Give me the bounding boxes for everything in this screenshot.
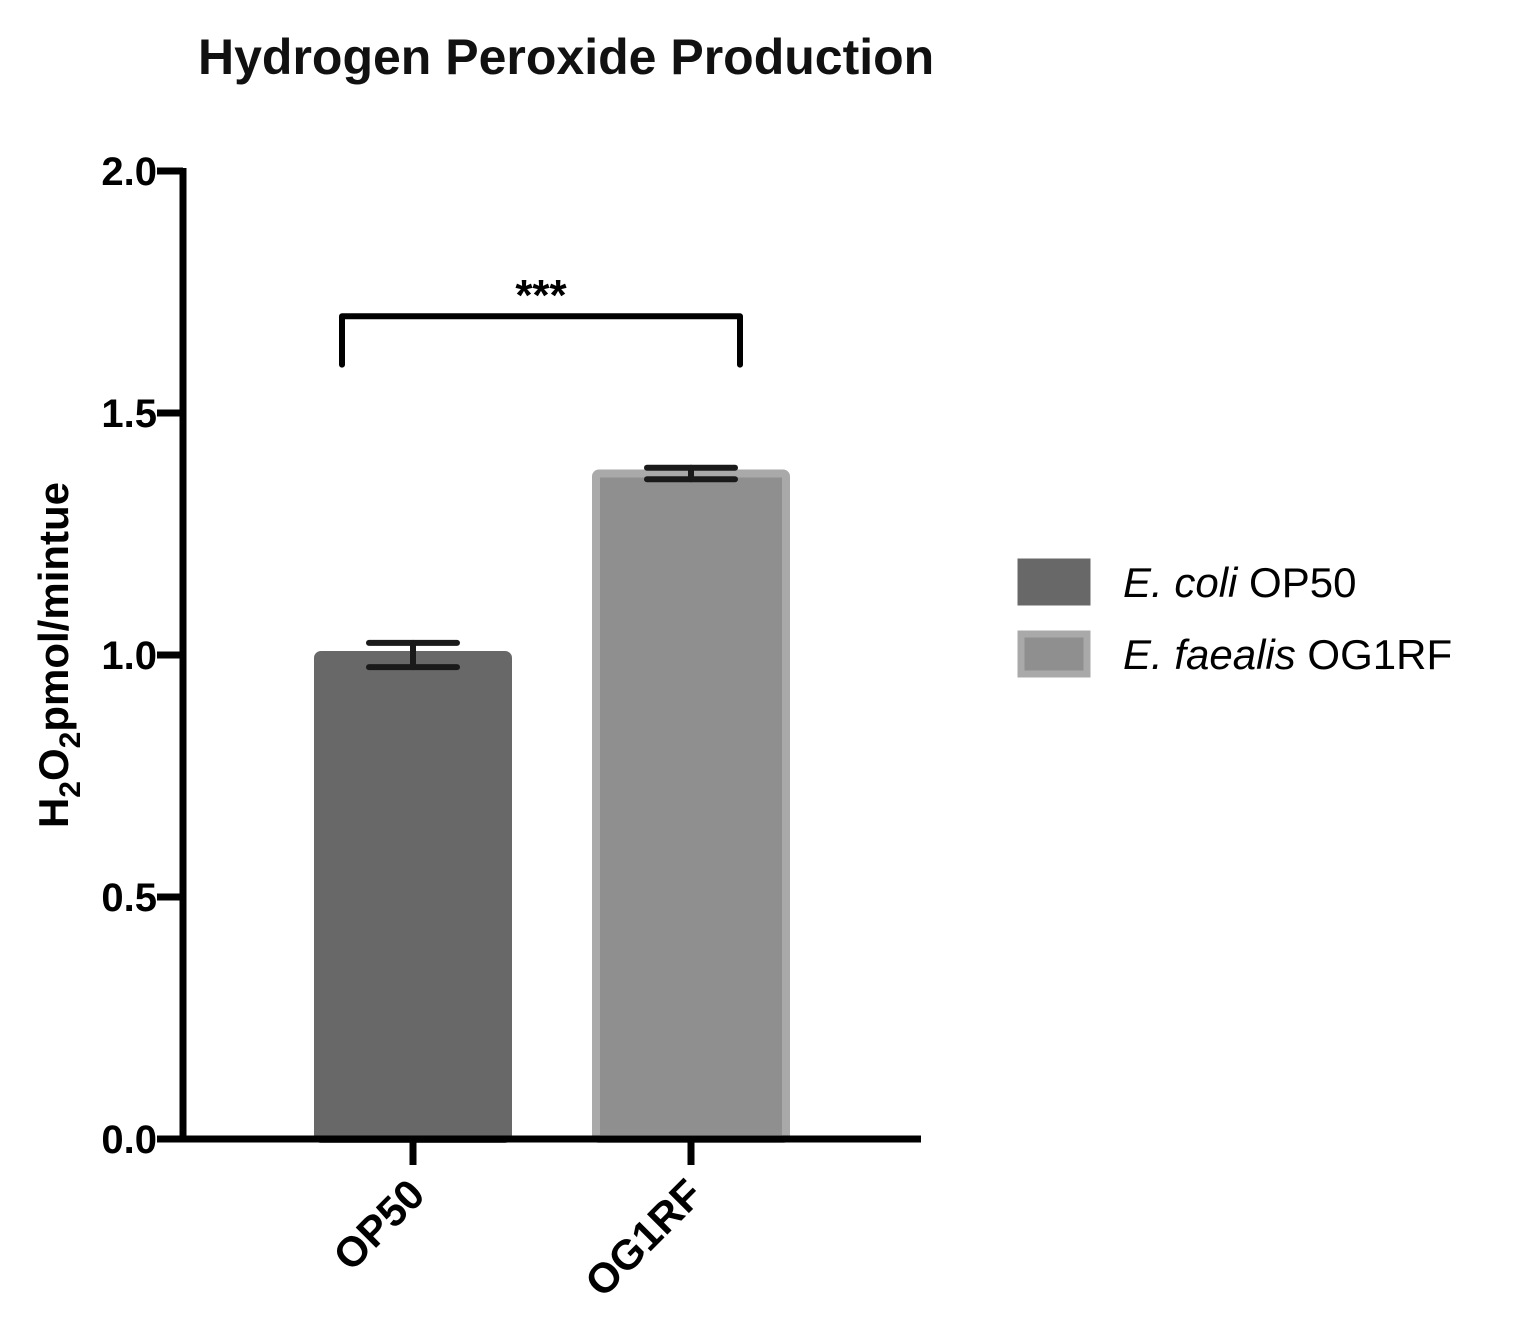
chart-title: Hydrogen Peroxide Production [198,29,934,85]
bar-op50 [314,651,512,1143]
bar-og1rf [592,469,790,1143]
legend-label: E. faealis OG1RF [1123,631,1452,678]
legend-item: E. faealis OG1RF [1017,630,1452,678]
x-tick-label-op50: OP50 [324,1170,433,1279]
significance-bracket-line [339,313,743,368]
legend-label: E. coli OP50 [1123,559,1356,606]
significance-label: *** [515,271,567,320]
y-axis-label: H2O2pmol/mintue [30,482,87,828]
legend: E. coli OP50 E. faealis OG1RF [1017,558,1452,678]
significance-bracket: *** [339,271,743,368]
y-tick-label: 1.0 [101,634,157,678]
y-tick-label: 0.0 [101,1118,157,1162]
legend-item: E. coli OP50 [1017,558,1356,606]
axes [179,168,921,1143]
legend-swatch [1017,558,1091,606]
bars [314,469,790,1143]
error-bars [366,464,738,671]
y-tick-label: 1.5 [101,392,157,436]
legend-swatch [1017,630,1091,678]
x-axis-ticks: OP50 OG1RF [324,1139,711,1306]
y-tick-label: 2.0 [101,150,157,194]
y-axis-ticks: 0.0 0.5 1.0 1.5 2.0 [101,150,183,1162]
x-tick-label-og1rf: OG1RF [576,1170,712,1306]
y-tick-label: 0.5 [101,876,157,920]
error-bar-og1rf [644,464,738,483]
error-bar-op50 [366,639,460,671]
